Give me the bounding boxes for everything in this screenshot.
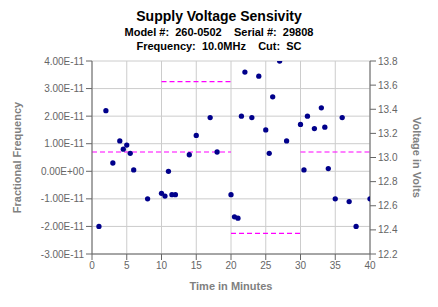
svg-text:3.00E-11: 3.00E-11 <box>44 83 84 94</box>
svg-text:13.4: 13.4 <box>378 104 398 115</box>
svg-text:4.00E-11: 4.00E-11 <box>44 56 84 67</box>
html-text:Model #: 260-0502 Serial #: 29: Model #: 260-0502 Serial #: 29808 <box>124 26 314 38</box>
svg-text:13.8: 13.8 <box>378 56 398 67</box>
svg-text:13.2: 13.2 <box>378 128 398 139</box>
svg-text:35: 35 <box>330 260 342 271</box>
svg-text:0: 0 <box>89 260 95 271</box>
svg-text:5: 5 <box>124 260 130 271</box>
svg-text:0.00E+00: 0.00E+00 <box>41 166 85 177</box>
svg-text:12.2: 12.2 <box>378 249 398 260</box>
html-text:Supply Voltage Sensivity: Supply Voltage Sensivity <box>136 8 302 24</box>
svg-text:1.00E-11: 1.00E-11 <box>44 138 84 149</box>
svg-text:13.0: 13.0 <box>378 152 398 163</box>
svg-text:Fractional Frequency: Fractional Frequency <box>11 101 23 213</box>
svg-text:13.6: 13.6 <box>378 80 398 91</box>
svg-text:12.6: 12.6 <box>378 200 398 211</box>
svg-text:2.00E-11: 2.00E-11 <box>44 111 84 122</box>
html-text:Frequency: 10.0MHz Cut: SC: Frequency: 10.0MHz Cut: SC <box>136 40 302 52</box>
svg-text:15: 15 <box>191 260 203 271</box>
svg-text:10: 10 <box>156 260 168 271</box>
svg-text:12.8: 12.8 <box>378 176 398 187</box>
svg-text:-3.00E-11: -3.00E-11 <box>41 249 85 260</box>
svg-text:20: 20 <box>225 260 237 271</box>
svg-text:-1.00E-11: -1.00E-11 <box>41 193 85 204</box>
svg-text:Time in Minutes: Time in Minutes <box>190 280 273 292</box>
svg-text:30: 30 <box>295 260 307 271</box>
svg-text:12.4: 12.4 <box>378 224 398 235</box>
svg-text:40: 40 <box>364 260 376 271</box>
svg-text:Voltage in Volts: Voltage in Volts <box>411 117 423 198</box>
svg-text:-2.00E-11: -2.00E-11 <box>41 221 85 232</box>
svg-text:25: 25 <box>260 260 272 271</box>
